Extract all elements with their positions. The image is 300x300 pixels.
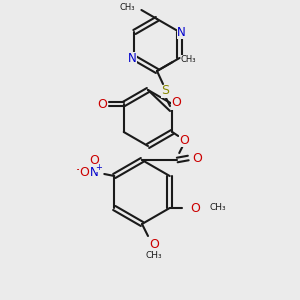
Text: CH₃: CH₃ <box>210 203 226 212</box>
Text: CH₃: CH₃ <box>146 251 162 260</box>
Text: O: O <box>192 152 202 164</box>
Text: O: O <box>97 98 107 110</box>
Text: −: − <box>76 165 85 175</box>
Text: O: O <box>179 134 189 146</box>
Text: S: S <box>161 85 169 98</box>
Text: O: O <box>79 166 89 178</box>
Text: O: O <box>171 97 181 110</box>
Text: N: N <box>128 52 137 64</box>
Text: N: N <box>177 26 186 38</box>
Text: +: + <box>95 163 102 172</box>
Text: CH₃: CH₃ <box>181 55 196 64</box>
Text: O: O <box>149 238 159 250</box>
Text: CH₃: CH₃ <box>120 2 135 11</box>
Text: O: O <box>89 154 99 166</box>
Text: N: N <box>90 166 99 178</box>
Text: O: O <box>190 202 200 214</box>
